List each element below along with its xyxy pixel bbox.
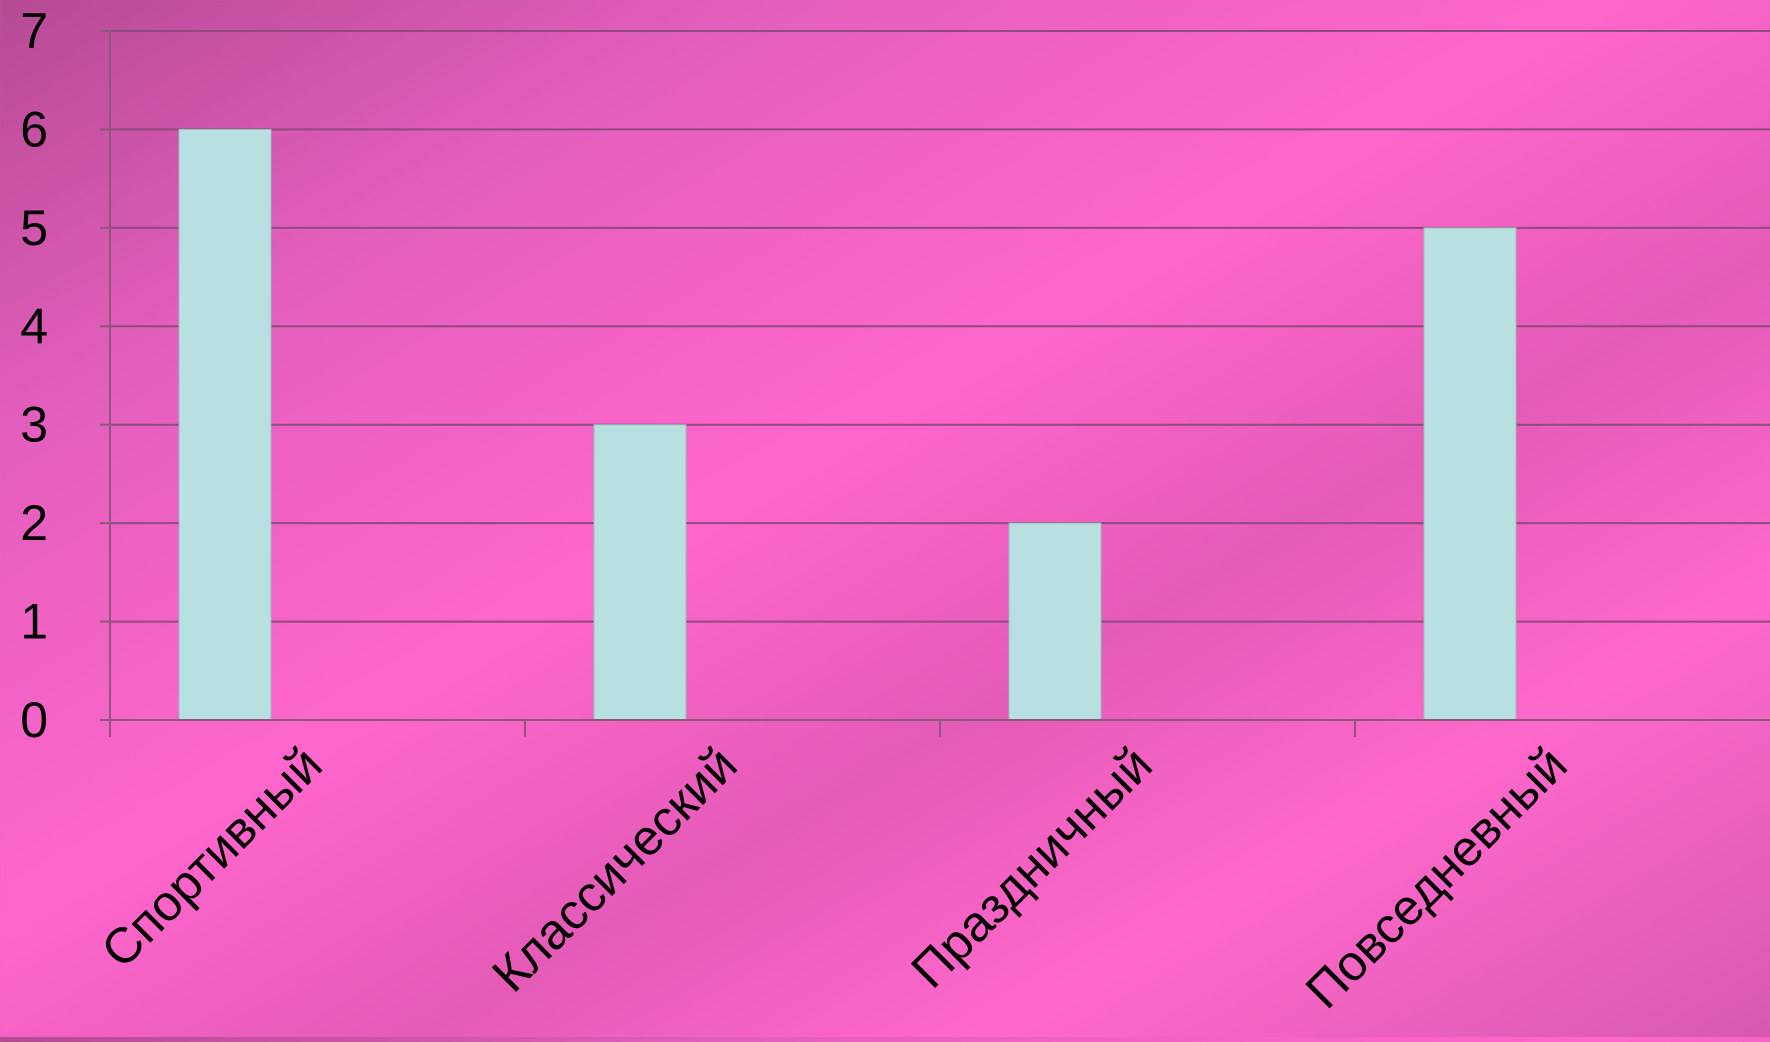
bar [178, 128, 272, 721]
x-category-label: Повседневный [1295, 736, 1578, 1019]
x-category-label: Спортивный [91, 736, 333, 978]
y-tick-label: 6 [20, 101, 48, 157]
x-category-labels: Спортивный Классический Праздничный Повседн… [91, 736, 1578, 1019]
x-category-label: Классический [481, 736, 747, 1002]
gridlines [110, 30, 1770, 623]
bar [1423, 227, 1517, 721]
y-tick-label: 4 [20, 298, 48, 354]
y-tick-label: 5 [20, 200, 48, 256]
bars [178, 128, 1517, 721]
y-tick-label: 0 [20, 692, 48, 748]
y-tick-labels: 0 1 2 3 4 5 6 7 [20, 3, 48, 748]
y-tick-label: 1 [20, 594, 48, 650]
y-tick-label: 3 [20, 397, 48, 453]
x-category-label: Праздничный [900, 736, 1162, 998]
axes [100, 30, 1770, 737]
y-tick-label: 2 [20, 495, 48, 551]
bar [1008, 522, 1102, 721]
y-tick-label: 7 [20, 3, 48, 59]
bar [593, 424, 687, 721]
